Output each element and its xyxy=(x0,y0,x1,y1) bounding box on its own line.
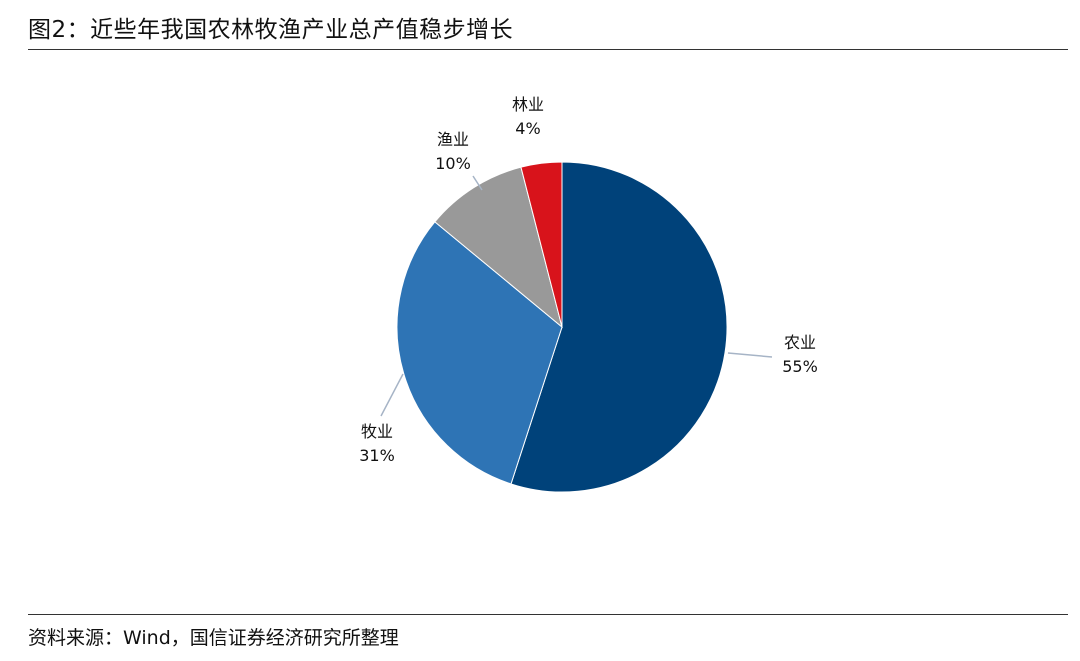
leader-line xyxy=(727,352,773,358)
leader-line xyxy=(380,373,404,417)
slice-label: 牧业 xyxy=(361,422,393,441)
slice-percent: 10% xyxy=(435,154,471,173)
slice-percent: 31% xyxy=(359,446,395,465)
pie-slices xyxy=(396,161,728,493)
slice-label: 林业 xyxy=(512,95,544,114)
slice-percent: 4% xyxy=(515,119,540,138)
pie-slice xyxy=(520,161,563,328)
slice-label: 农业 xyxy=(784,333,816,352)
slice-label: 渔业 xyxy=(437,130,469,149)
title-divider xyxy=(28,49,1068,50)
slice-labels: 农业 55% 牧业 31% 渔业 10% 林业 4% xyxy=(359,95,818,465)
slice-percent: 55% xyxy=(782,357,818,376)
leader-lines xyxy=(380,175,773,417)
figure-title: 图2：近些年我国农林牧渔产业总产值稳步增长 xyxy=(28,17,514,43)
leader-line xyxy=(472,175,483,191)
pie-slice xyxy=(396,221,563,485)
source-divider xyxy=(28,614,1068,615)
pie-slice xyxy=(510,161,728,493)
pie-slice xyxy=(434,166,563,329)
source-note: 资料来源：Wind，国信证券经济研究所整理 xyxy=(28,627,399,649)
